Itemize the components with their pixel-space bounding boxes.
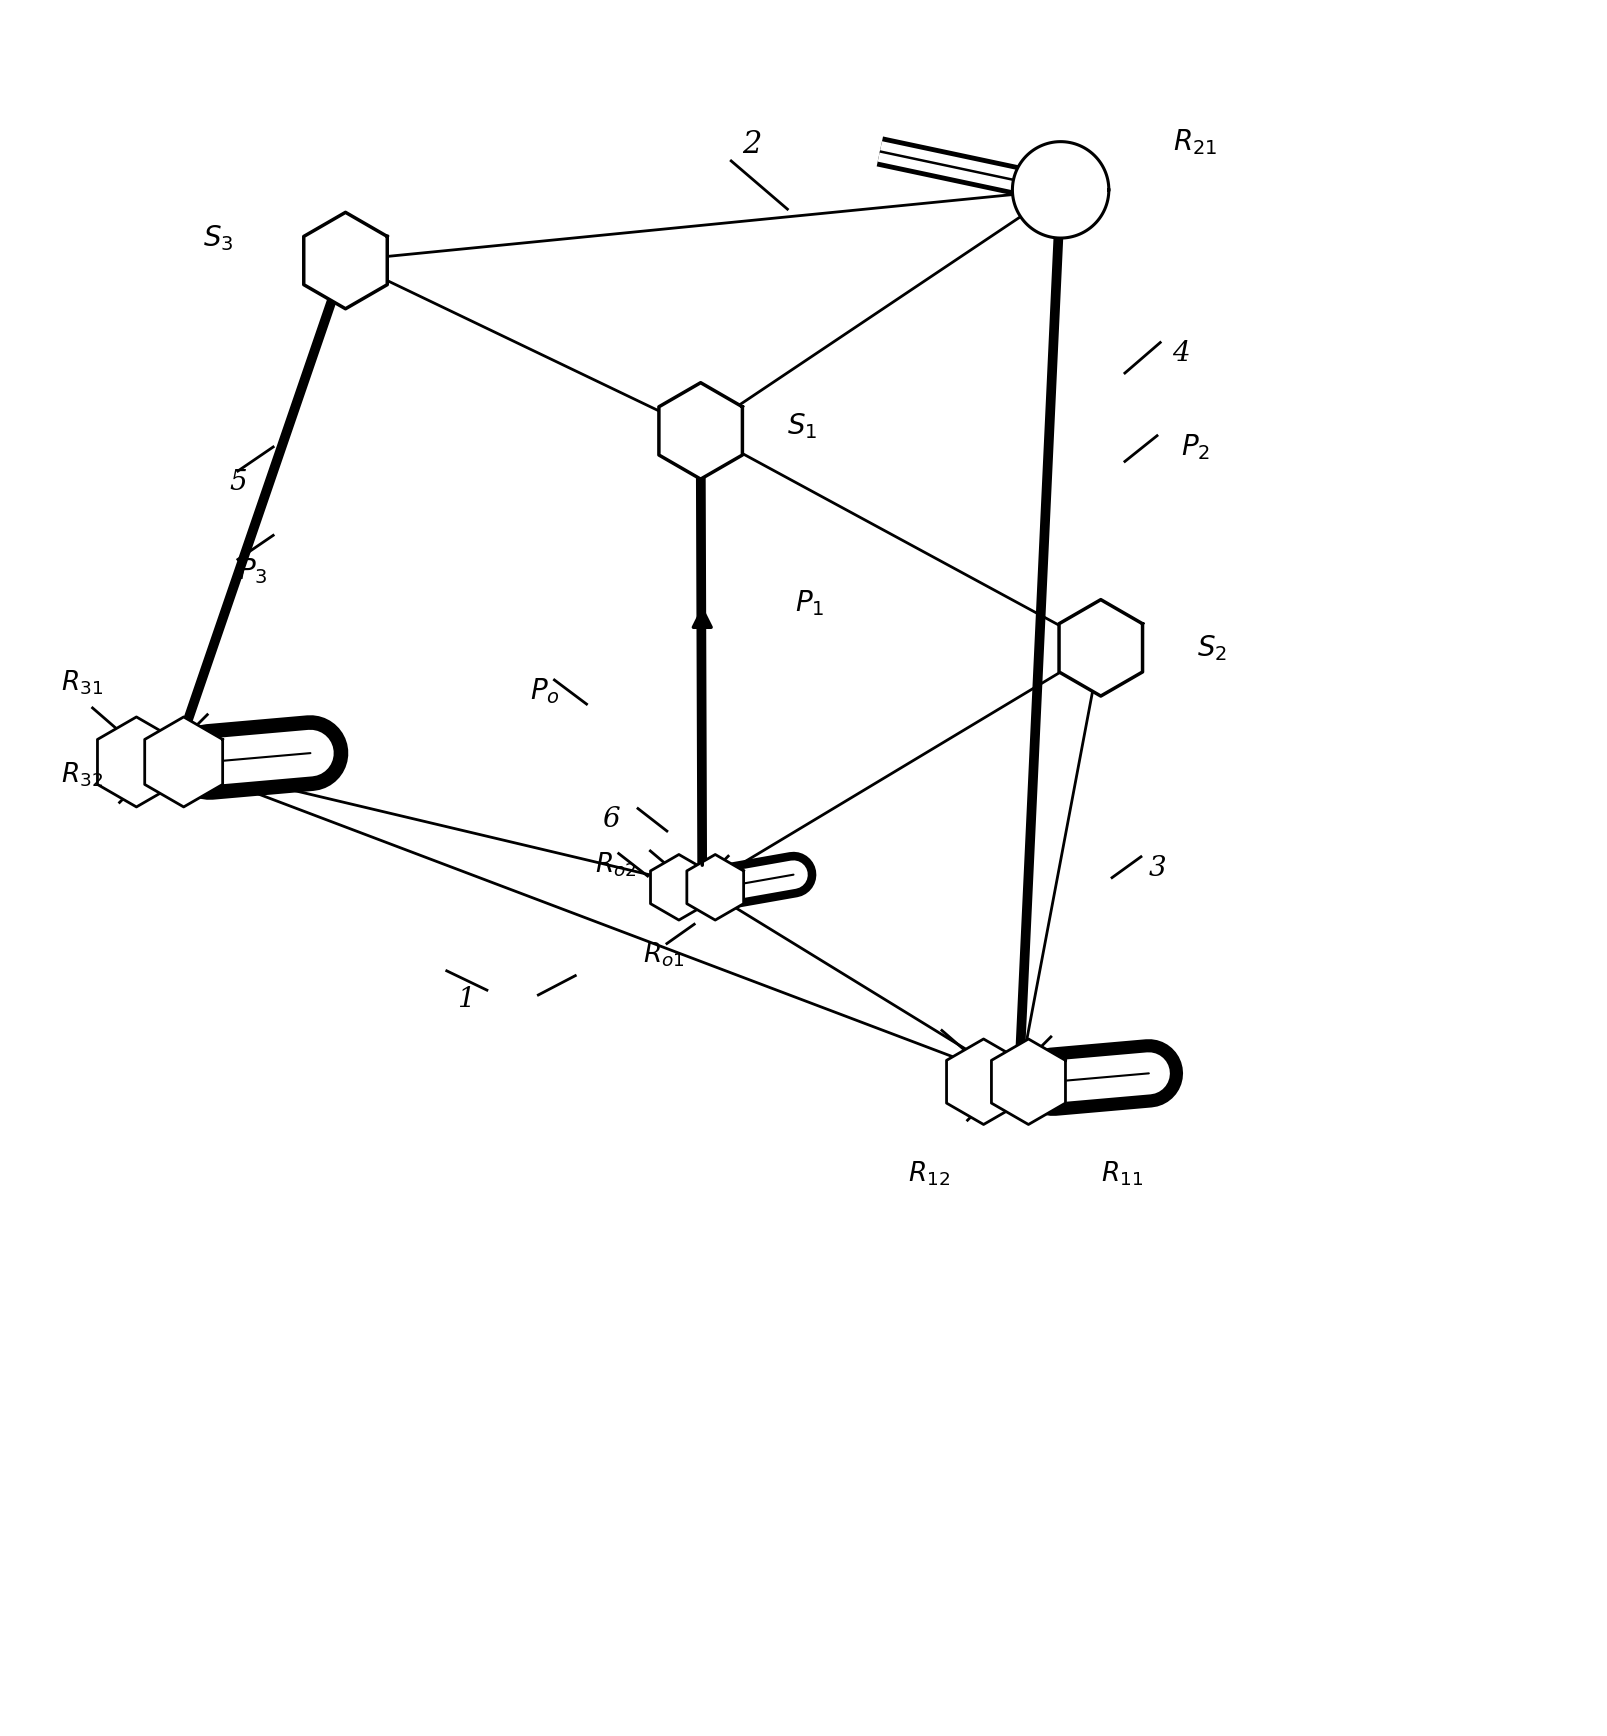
Polygon shape (992, 1038, 1065, 1125)
Polygon shape (1012, 142, 1109, 238)
Text: $R_{o2}$: $R_{o2}$ (595, 851, 636, 878)
Text: 1: 1 (458, 986, 474, 1014)
Text: $S_1$: $S_1$ (787, 411, 818, 441)
Polygon shape (659, 382, 742, 479)
Text: $P_3$: $P_3$ (238, 556, 267, 585)
Text: 3: 3 (1149, 854, 1165, 882)
Polygon shape (1059, 599, 1143, 696)
Text: $R_{o1}$: $R_{o1}$ (643, 941, 685, 969)
Text: $S_2$: $S_2$ (1197, 634, 1228, 663)
Polygon shape (304, 212, 387, 309)
Text: $R_{32}$: $R_{32}$ (61, 760, 103, 790)
Text: $P_1$: $P_1$ (795, 589, 824, 618)
Text: 6: 6 (603, 806, 619, 833)
Text: $R_{11}$: $R_{11}$ (1101, 1160, 1143, 1187)
Text: $R_{31}$: $R_{31}$ (61, 668, 103, 698)
Polygon shape (145, 717, 223, 807)
Polygon shape (651, 854, 707, 920)
Text: $P_2$: $P_2$ (1181, 432, 1210, 462)
Text: $P_o$: $P_o$ (530, 677, 561, 707)
Polygon shape (947, 1038, 1020, 1125)
Text: 4: 4 (1173, 340, 1189, 368)
Text: 5: 5 (230, 469, 246, 496)
Text: 2: 2 (742, 130, 762, 160)
Polygon shape (98, 717, 175, 807)
Text: $S_3$: $S_3$ (202, 224, 233, 253)
Text: $R_{12}$: $R_{12}$ (908, 1160, 950, 1187)
Polygon shape (686, 854, 744, 920)
Text: $R_{21}$: $R_{21}$ (1173, 127, 1218, 156)
